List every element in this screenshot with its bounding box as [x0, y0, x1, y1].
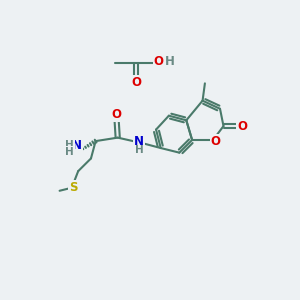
Text: N: N: [72, 139, 82, 152]
Text: O: O: [211, 135, 221, 148]
Text: O: O: [131, 76, 141, 89]
Text: N: N: [134, 135, 144, 148]
Text: H: H: [135, 145, 143, 155]
Text: O: O: [112, 108, 122, 121]
Text: H: H: [165, 56, 175, 68]
Text: O: O: [154, 56, 164, 68]
Text: H: H: [65, 140, 74, 150]
Text: S: S: [69, 181, 78, 194]
Text: H: H: [65, 147, 74, 157]
Text: O: O: [237, 120, 247, 133]
